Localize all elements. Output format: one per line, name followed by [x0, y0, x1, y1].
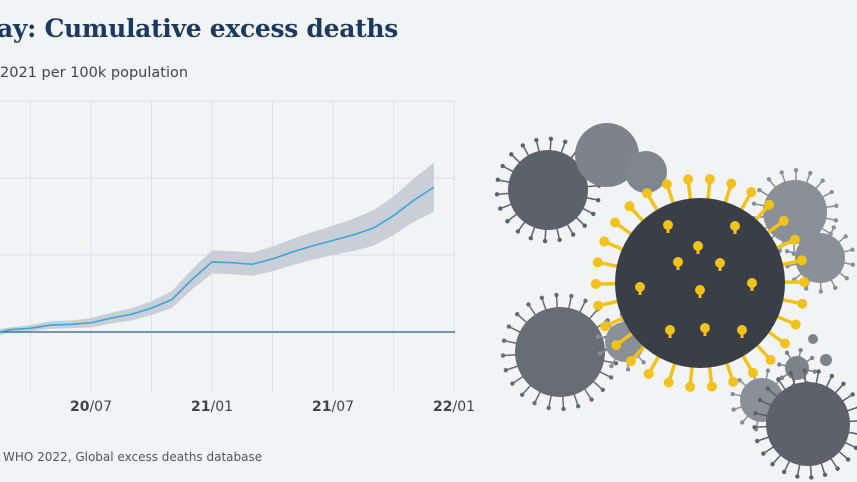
x-tick-year: 22: [433, 399, 452, 415]
x-tick-label: 21/01: [191, 399, 233, 415]
x-tick-label: 20/07: [70, 399, 112, 415]
virus-gray: [752, 368, 857, 480]
virus-main: [590, 174, 810, 392]
coronavirus-illustration: [494, 123, 857, 480]
x-tick-year: 21: [191, 399, 210, 415]
virus-gray: [784, 222, 856, 294]
x-tick-year: 20: [70, 399, 90, 415]
virus-gray: [777, 348, 817, 388]
x-tick-label: 22/01: [433, 399, 475, 415]
virus-gray: [494, 136, 602, 244]
chart-title: ay: Cumulative excess deaths: [0, 14, 399, 43]
x-tick-month: /01: [453, 399, 476, 415]
x-tick-label: 21/07: [312, 399, 354, 415]
uncertainty-band: [0, 162, 434, 335]
source-note: WHO 2022, Global excess deaths database: [3, 450, 263, 464]
gridlines: [0, 100, 455, 392]
virus-gray: [625, 151, 667, 193]
x-axis-ticks: 20/07 21/01 21/07 22/01: [70, 399, 475, 415]
x-tick-month: /07: [332, 399, 355, 415]
virus-gray: [575, 123, 639, 187]
virus-gray: [820, 354, 832, 366]
x-tick-year: 21: [312, 399, 331, 415]
x-tick-month: /01: [210, 399, 233, 415]
series-line: [0, 186, 435, 333]
chart-subtitle: 2021 per 100k population: [0, 65, 189, 81]
virus-gray: [500, 292, 620, 412]
x-tick-month: /07: [89, 399, 112, 415]
virus-gray: [751, 168, 839, 256]
virus-gray: [808, 334, 818, 344]
